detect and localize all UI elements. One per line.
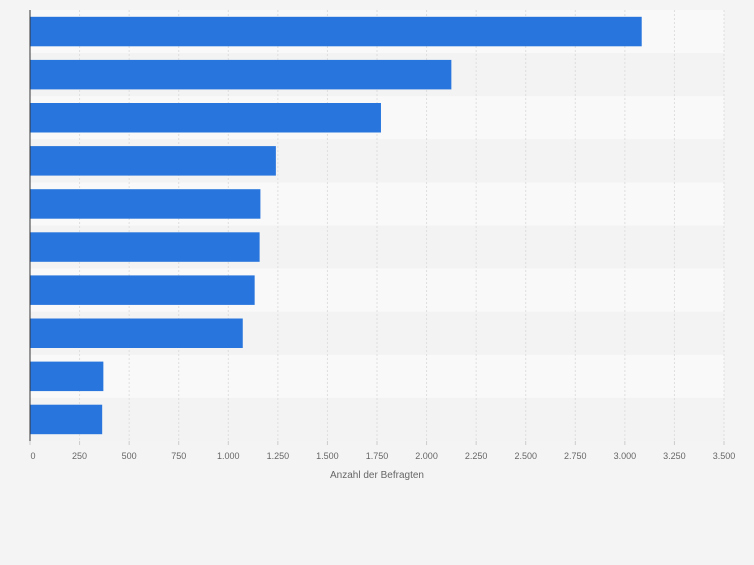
bar xyxy=(30,361,104,392)
x-tick-label: 500 xyxy=(122,451,137,461)
x-tick-label: 3.500 xyxy=(713,451,736,461)
x-tick-label: 250 xyxy=(72,451,87,461)
x-tick-label: 2.750 xyxy=(564,451,587,461)
bars xyxy=(30,16,642,435)
x-tick-label: 2.500 xyxy=(514,451,537,461)
x-tick-label: 1.500 xyxy=(316,451,339,461)
x-tick-label: 3.250 xyxy=(663,451,686,461)
bar xyxy=(30,146,276,176)
x-tick-label: 2.000 xyxy=(415,451,438,461)
x-tick-label: 3.000 xyxy=(614,451,637,461)
x-tick-label: 0 xyxy=(30,451,35,461)
bar xyxy=(30,275,255,305)
x-tick-label: 2.250 xyxy=(465,451,488,461)
bar xyxy=(30,103,381,133)
bar xyxy=(30,16,642,47)
x-tick-labels: 0 250 500 750 1.000 1.250 1.500 1.750 2.000 2.250… xyxy=(29,441,736,461)
bar xyxy=(30,232,260,262)
bar xyxy=(30,318,243,348)
bar xyxy=(30,59,452,90)
x-tick-label: 1.250 xyxy=(267,451,290,461)
x-tick-label: 1.750 xyxy=(366,451,389,461)
bar xyxy=(30,404,103,435)
x-tick-label: 750 xyxy=(171,451,186,461)
bar xyxy=(30,189,261,219)
x-tick-label: 1.000 xyxy=(217,451,240,461)
x-axis-label: Anzahl der Befragten xyxy=(330,470,424,481)
